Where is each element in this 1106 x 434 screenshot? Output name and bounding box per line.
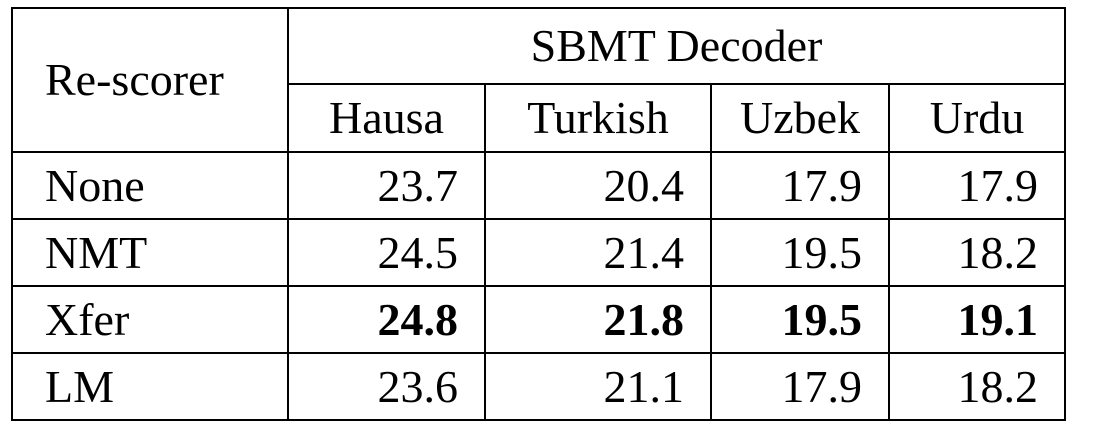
table-row: Xfer 24.8 21.8 19.5 19.1 xyxy=(11,285,1066,354)
table-cell: 21.1 xyxy=(484,352,712,421)
row-label-xfer: Xfer xyxy=(11,285,289,354)
row-label-lm: LM xyxy=(11,352,289,421)
column-header-turkish: Turkish xyxy=(484,83,712,153)
row-label-none: None xyxy=(11,151,289,220)
table-cell: 17.9 xyxy=(888,151,1066,220)
table-cell: 21.4 xyxy=(484,218,712,287)
table-cell: 19.1 xyxy=(888,285,1066,354)
table-row: None 23.7 20.4 17.9 17.9 xyxy=(11,151,1066,220)
table-cell: 23.6 xyxy=(287,352,486,421)
table-cell: 19.5 xyxy=(710,285,890,354)
table-cell: 23.7 xyxy=(287,151,486,220)
table-cell: 21.8 xyxy=(484,285,712,354)
table-cell: 20.4 xyxy=(484,151,712,220)
column-header-urdu: Urdu xyxy=(888,83,1066,153)
table-cell: 17.9 xyxy=(710,352,890,421)
results-table: Re-scorer SBMT Decoder Hausa Turkish Uzb… xyxy=(11,7,1066,421)
table-cell: 17.9 xyxy=(710,151,890,220)
table-cell: 18.2 xyxy=(888,352,1066,421)
column-header-hausa: Hausa xyxy=(287,83,486,153)
header-row-languages: Hausa Turkish Uzbek Urdu xyxy=(12,83,1066,153)
table-cell: 24.8 xyxy=(287,285,486,354)
header-row-group: Re-scorer SBMT Decoder xyxy=(11,7,1066,153)
table-cell: 24.5 xyxy=(287,218,486,287)
table-row: NMT 24.5 21.4 19.5 18.2 xyxy=(11,218,1066,287)
row-label-nmt: NMT xyxy=(11,218,289,287)
table-row: LM 23.6 21.1 17.9 18.2 xyxy=(11,352,1066,421)
table-cell: 19.5 xyxy=(710,218,890,287)
sbmt-decoder-header: SBMT Decoder xyxy=(287,7,1066,85)
column-header-uzbek: Uzbek xyxy=(710,83,890,153)
table-cell: 18.2 xyxy=(888,218,1066,287)
rescorer-header: Re-scorer xyxy=(11,7,289,153)
